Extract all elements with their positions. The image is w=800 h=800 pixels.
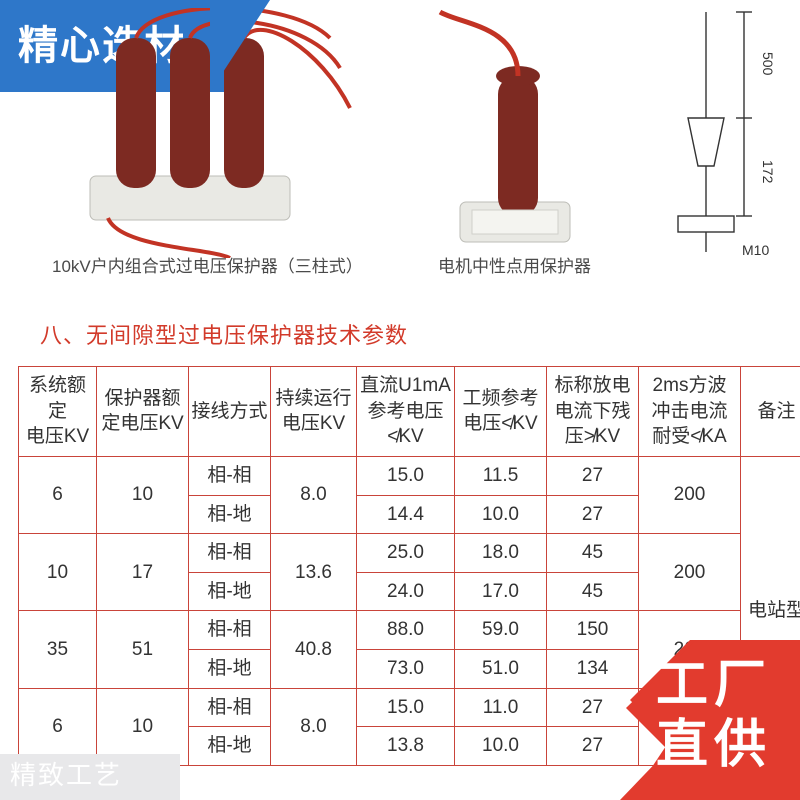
cell-cont: 8.0 bbox=[271, 688, 357, 765]
cell-pf: 18.0 bbox=[455, 534, 547, 573]
badge-bottom-left: 精致工艺 bbox=[10, 755, 122, 792]
dim-172: 172 bbox=[760, 160, 776, 183]
cell-conn: 相-相 bbox=[189, 688, 271, 727]
cell-prot: 10 bbox=[97, 456, 189, 533]
cell-pf: 59.0 bbox=[455, 611, 547, 650]
cell-pf: 17.0 bbox=[455, 572, 547, 611]
cell-pf: 11.0 bbox=[455, 688, 547, 727]
cell-surge: 200 bbox=[639, 456, 741, 533]
cell-dc: 88.0 bbox=[357, 611, 455, 650]
caption-right: 电机中性点用保护器 bbox=[438, 252, 591, 277]
cell-nom: 27 bbox=[547, 456, 639, 495]
th-surge: 2ms方波冲击电流耐受≮KA bbox=[639, 367, 741, 457]
cell-cont: 13.6 bbox=[271, 534, 357, 611]
cell-prot: 17 bbox=[97, 534, 189, 611]
dimension-drawing-icon bbox=[648, 6, 798, 262]
cell-nom: 45 bbox=[547, 534, 639, 573]
page: 精心选材 10kV户内组合式过电压保护器（三柱式） bbox=[0, 0, 800, 800]
cell-pf: 51.0 bbox=[455, 650, 547, 689]
product-right bbox=[400, 6, 620, 256]
cell-dc: 25.0 bbox=[357, 534, 455, 573]
cell-dc: 15.0 bbox=[357, 688, 455, 727]
cell-cont: 8.0 bbox=[271, 456, 357, 533]
cell-conn: 相-相 bbox=[189, 534, 271, 573]
table-row: 6 10 相-相 8.0 15.0 11.5 27 200 电站型 bbox=[19, 456, 800, 495]
cell-sys: 10 bbox=[19, 534, 97, 611]
cell-nom: 27 bbox=[547, 495, 639, 534]
th-nom: 标称放电电流下残压≯KV bbox=[547, 367, 639, 457]
cell-sys: 6 bbox=[19, 456, 97, 533]
cell-dc: 73.0 bbox=[357, 650, 455, 689]
table-row: 10 17 相-相 13.6 25.0 18.0 45 200 bbox=[19, 534, 800, 573]
cell-prot: 51 bbox=[97, 611, 189, 688]
table-header-row: 系统额定电压KV 保护器额定电压KV 接线方式 持续运行电压KV 直流U1mA参… bbox=[19, 367, 800, 457]
cell-dc: 24.0 bbox=[357, 572, 455, 611]
cell-pf: 10.0 bbox=[455, 727, 547, 766]
product-figures: 10kV户内组合式过电压保护器（三柱式） 电机中性点用保护器 bbox=[0, 0, 800, 290]
cell-conn: 相-地 bbox=[189, 650, 271, 689]
th-prot: 保护器额定电压KV bbox=[97, 367, 189, 457]
badge-bottom-right-wrap: 工厂 直供 bbox=[560, 600, 800, 800]
th-sys: 系统额定电压KV bbox=[19, 367, 97, 457]
cell-conn: 相-相 bbox=[189, 456, 271, 495]
dim-m10: M10 bbox=[742, 242, 769, 258]
badge-top-left-chevron bbox=[210, 0, 270, 92]
th-note: 备注 bbox=[741, 367, 800, 457]
th-cont: 持续运行电压KV bbox=[271, 367, 357, 457]
cell-dc: 13.8 bbox=[357, 727, 455, 766]
dim-500: 500 bbox=[760, 52, 776, 75]
th-pf: 工频参考电压≮KV bbox=[455, 367, 547, 457]
badge-br-line1: 工厂 bbox=[656, 656, 772, 716]
neutral-point-protector-icon bbox=[400, 6, 620, 256]
cell-conn: 相-地 bbox=[189, 727, 271, 766]
th-conn: 接线方式 bbox=[189, 367, 271, 457]
cell-sys: 35 bbox=[19, 611, 97, 688]
dimension-drawing bbox=[648, 6, 798, 262]
badge-br-line2: 直供 bbox=[656, 716, 772, 776]
badge-bottom-right: 工厂 直供 bbox=[608, 638, 794, 790]
cell-dc: 15.0 bbox=[357, 456, 455, 495]
cell-pf: 11.5 bbox=[455, 456, 547, 495]
section-heading: 八、无间隙型过电压保护器技术参数 bbox=[40, 318, 408, 350]
th-dc: 直流U1mA参考电压≮KV bbox=[357, 367, 455, 457]
cell-conn: 相-地 bbox=[189, 495, 271, 534]
cell-pf: 10.0 bbox=[455, 495, 547, 534]
cell-conn: 相-相 bbox=[189, 611, 271, 650]
caption-left: 10kV户内组合式过电压保护器（三柱式） bbox=[52, 252, 363, 277]
cell-dc: 14.4 bbox=[357, 495, 455, 534]
cell-conn: 相-地 bbox=[189, 572, 271, 611]
cell-cont: 40.8 bbox=[271, 611, 357, 688]
